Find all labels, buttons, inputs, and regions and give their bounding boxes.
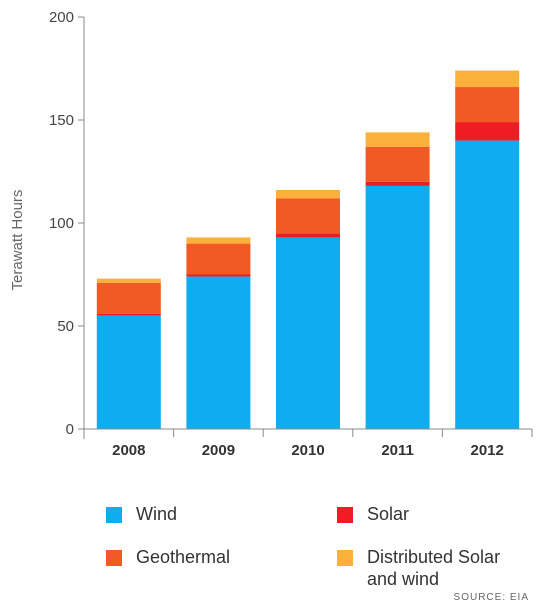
legend-swatch-wind bbox=[106, 507, 122, 523]
x-tick-label-2010: 2010 bbox=[291, 442, 324, 459]
bar-segment-solar-2008 bbox=[96, 313, 161, 316]
x-tick-label-2008: 2008 bbox=[112, 442, 145, 459]
legend-swatch-solar bbox=[337, 507, 353, 523]
bar-segment-distributed-solar-and-wind-2011 bbox=[365, 132, 430, 147]
source-note: SOURCE: EIA bbox=[453, 592, 529, 603]
bar-segment-distributed-solar-and-wind-2009 bbox=[186, 237, 251, 244]
bars bbox=[96, 70, 520, 429]
y-tick-label: 150 bbox=[49, 112, 74, 129]
bar-segment-wind-2010 bbox=[276, 237, 340, 429]
y-axis-label: Terawatt Hours bbox=[9, 190, 26, 291]
x-tick-label-2012: 2012 bbox=[471, 442, 504, 459]
legend-swatch-distributed bbox=[337, 550, 353, 566]
legend-item-wind: Wind bbox=[106, 503, 177, 525]
y-tick-label: 200 bbox=[49, 9, 74, 26]
stacked-bar-chart: 0 50 100 150 200 2008 2009 2010 2011 2012 Terawa… bbox=[9, 9, 533, 459]
legend-label-geothermal: Geothermal bbox=[136, 547, 231, 567]
x-tick-label-2011: 2011 bbox=[381, 442, 414, 459]
legend-label-distributed: Distributed Solar and wind bbox=[367, 547, 501, 589]
legend-label-solar: Solar bbox=[367, 504, 410, 524]
y-tick-label: 100 bbox=[49, 215, 74, 232]
legend-item-solar: Solar bbox=[337, 503, 409, 525]
legend-item-distributed: Distributed Solar and wind bbox=[337, 546, 500, 590]
legend-item-geothermal: Geothermal bbox=[106, 546, 230, 568]
bar-segment-geothermal-2010 bbox=[276, 198, 340, 234]
bar-segment-wind-2012 bbox=[455, 140, 520, 429]
y-tick-label: 0 bbox=[66, 421, 74, 438]
bar-segment-wind-2008 bbox=[96, 315, 161, 429]
y-tick-label: 50 bbox=[57, 318, 74, 335]
bar-segment-distributed-solar-and-wind-2008 bbox=[96, 278, 161, 283]
bar-segment-solar-2010 bbox=[276, 233, 340, 238]
x-tick-label-2009: 2009 bbox=[202, 442, 235, 459]
bar-segment-geothermal-2009 bbox=[186, 243, 251, 275]
y-axis: 0 50 100 150 200 bbox=[49, 9, 85, 439]
legend-label-wind: Wind bbox=[136, 504, 178, 524]
bar-segment-distributed-solar-and-wind-2010 bbox=[276, 190, 340, 199]
bar-segment-wind-2009 bbox=[186, 276, 251, 429]
bar-segment-solar-2012 bbox=[455, 122, 520, 141]
bar-segment-geothermal-2008 bbox=[96, 282, 161, 314]
bar-segment-distributed-solar-and-wind-2012 bbox=[455, 70, 520, 88]
x-axis: 2008 2009 2010 2011 2012 bbox=[84, 428, 533, 459]
bar-segment-solar-2011 bbox=[365, 181, 430, 186]
bar-segment-geothermal-2011 bbox=[365, 146, 430, 182]
bar-segment-geothermal-2012 bbox=[455, 87, 520, 123]
bar-segment-wind-2011 bbox=[365, 185, 430, 429]
bar-segment-solar-2009 bbox=[186, 274, 251, 277]
legend-swatch-geothermal bbox=[106, 550, 122, 566]
